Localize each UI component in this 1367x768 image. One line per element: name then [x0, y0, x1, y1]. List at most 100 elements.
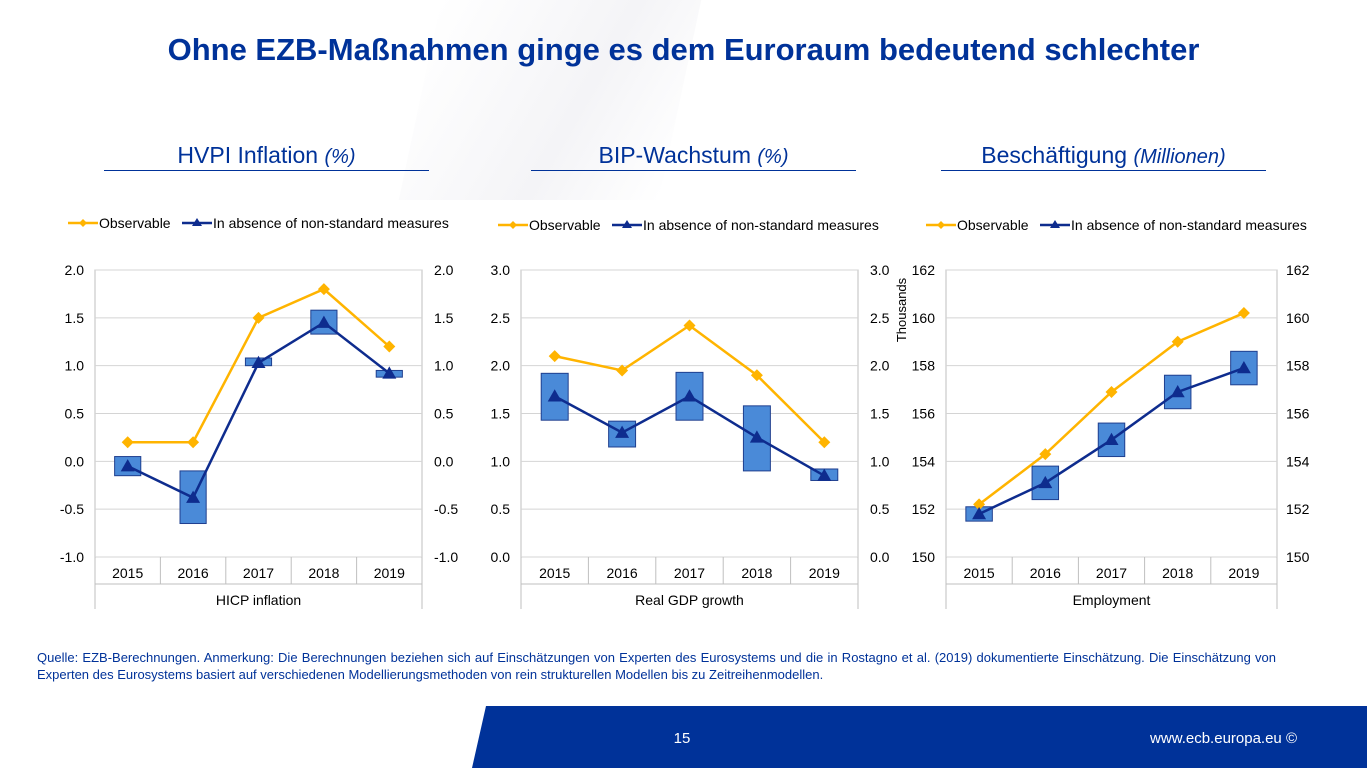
x-axis-label: HICP inflation	[216, 592, 301, 608]
point-absence	[1170, 384, 1185, 398]
point-observable	[187, 436, 200, 449]
y-tick-label-left: 0.0	[65, 453, 85, 469]
page-number: 15	[673, 730, 691, 747]
x-tick-label: 2015	[112, 565, 143, 581]
y-tick-label-right: 1.5	[870, 406, 890, 422]
y-tick-label-left: 158	[912, 358, 936, 374]
y-tick-label-right: 152	[1286, 501, 1310, 517]
y-tick-label-right: 2.0	[434, 262, 454, 278]
point-observable	[252, 311, 265, 324]
y-tick-label-right: -1.0	[434, 549, 458, 565]
point-observable	[1171, 335, 1184, 348]
y-tick-label-right: 1.5	[434, 310, 454, 326]
x-tick-label: 2018	[308, 565, 339, 581]
point-observable	[683, 319, 696, 332]
y-tick-label-left: 154	[912, 453, 936, 469]
y-tick-label-left: 156	[912, 406, 936, 422]
y-tick-label-left: 150	[912, 549, 936, 565]
point-observable	[616, 364, 629, 377]
y-tick-label-left: 1.5	[65, 310, 85, 326]
y-tick-label-right: 156	[1286, 406, 1310, 422]
y-tick-label-right: 3.0	[870, 262, 890, 278]
y-tick-label-left: 2.0	[491, 358, 511, 374]
y-tick-label-right: 1.0	[870, 453, 890, 469]
x-tick-label: 2019	[374, 565, 405, 581]
y-axis-label: Thousands	[894, 277, 909, 342]
y-tick-label-left: 152	[912, 501, 936, 517]
point-observable	[1039, 448, 1052, 461]
legend-label-absence: In absence of non-standard measures	[213, 215, 449, 231]
y-tick-label-right: 150	[1286, 549, 1310, 565]
point-observable	[121, 436, 134, 449]
legend-label-absence: In absence of non-standard measures	[643, 217, 879, 233]
x-tick-label: 2018	[741, 565, 772, 581]
y-tick-label-left: 162	[912, 262, 936, 278]
y-tick-label-left: 1.0	[65, 358, 85, 374]
chart-heading-text: BIP-Wachstum	[598, 142, 758, 168]
series-line-observable	[978, 311, 1245, 506]
chart-1: 0.0 0.5 1.0 1.5 2.0 2.5 3.0 0.0 0.5 1.0 1.5 2.0 2.5 3…	[491, 217, 890, 609]
chart-heading-unit: (%)	[757, 146, 789, 168]
y-tick-label-left: 0.0	[491, 549, 511, 565]
x-tick-label: 2016	[607, 565, 638, 581]
x-tick-label: 2015	[964, 565, 995, 581]
y-tick-label-left: -1.0	[60, 549, 84, 565]
point-absence	[382, 366, 397, 379]
x-axis-label: Employment	[1073, 592, 1151, 608]
x-tick-label: 2019	[1228, 565, 1259, 581]
legend-marker-absence	[622, 220, 632, 228]
page-title: Ohne EZB-Maßnahmen ginge es dem Euroraum…	[167, 32, 1200, 67]
point-absence	[972, 506, 987, 520]
chart-heading-gdp: BIP-Wachstum (%)	[531, 142, 856, 171]
chart-2: 150 152 154 156 158 160 162 150 152 154 156 158 160 1…	[894, 217, 1310, 609]
range-box	[742, 405, 771, 472]
y-tick-label-left: 1.5	[491, 406, 511, 422]
point-absence	[251, 355, 266, 369]
y-tick-label-right: 154	[1286, 453, 1310, 469]
y-tick-label-right: 158	[1286, 358, 1310, 374]
y-tick-label-right: 1.0	[434, 358, 454, 374]
chart-0: -1.0 -0.5 0.0 0.5 1.0 1.5 2.0 -1.0 -0.5 0.0 0.5 1.0…	[60, 215, 458, 609]
y-tick-label-right: -0.5	[434, 501, 458, 517]
footer-band: 15 www.ecb.europa.eu ©	[472, 706, 1367, 768]
y-tick-label-right: 2.0	[870, 358, 890, 374]
y-tick-label-right: 0.0	[434, 453, 454, 469]
y-tick-label-right: 162	[1286, 262, 1310, 278]
source-note: Quelle: EZB-Berechnungen. Anmerkung: Die…	[37, 650, 1276, 682]
point-absence	[749, 430, 764, 443]
x-tick-label: 2017	[243, 565, 274, 581]
chart-heading-employment: Beschäftigung (Millionen)	[941, 142, 1266, 171]
website-link[interactable]: www.ecb.europa.eu ©	[1150, 730, 1297, 747]
chart-heading-inflation: HVPI Inflation (%)	[104, 142, 429, 171]
x-tick-label: 2015	[539, 565, 570, 581]
legend-label-observable: Observable	[529, 217, 601, 233]
y-tick-label-left: 2.0	[65, 262, 85, 278]
legend-marker-observable	[937, 221, 945, 229]
point-absence	[1236, 361, 1251, 374]
chart-heading-text: Beschäftigung	[981, 142, 1134, 168]
x-tick-label: 2017	[674, 565, 705, 581]
y-tick-label-right: 0.0	[870, 549, 890, 565]
legend-label-observable: Observable	[99, 215, 171, 231]
y-tick-label-right: 0.5	[870, 501, 890, 517]
point-absence	[186, 490, 201, 503]
point-absence	[547, 389, 562, 402]
point-observable	[750, 369, 763, 382]
point-observable	[317, 283, 330, 296]
point-absence	[1038, 475, 1053, 489]
legend-label-absence: In absence of non-standard measures	[1071, 217, 1307, 233]
chart-heading-unit: (Millionen)	[1133, 146, 1226, 168]
series-line-absence	[127, 321, 391, 500]
legend-label-observable: Observable	[957, 217, 1029, 233]
y-tick-label-left: 1.0	[491, 453, 511, 469]
y-tick-label-left: 0.5	[491, 501, 511, 517]
point-observable	[1237, 307, 1250, 320]
point-observable	[383, 340, 396, 353]
point-observable	[818, 436, 831, 449]
y-tick-label-left: 2.5	[491, 310, 511, 326]
legend-marker-absence	[1050, 220, 1060, 228]
legend-marker-observable	[509, 221, 517, 229]
chart-heading-text: HVPI Inflation	[177, 142, 325, 168]
point-absence	[1104, 432, 1119, 446]
charts-canvas: -1.0 -0.5 0.0 0.5 1.0 1.5 2.0 -1.0 -0.5 0.0 0.5 1.0…	[60, 215, 1310, 609]
